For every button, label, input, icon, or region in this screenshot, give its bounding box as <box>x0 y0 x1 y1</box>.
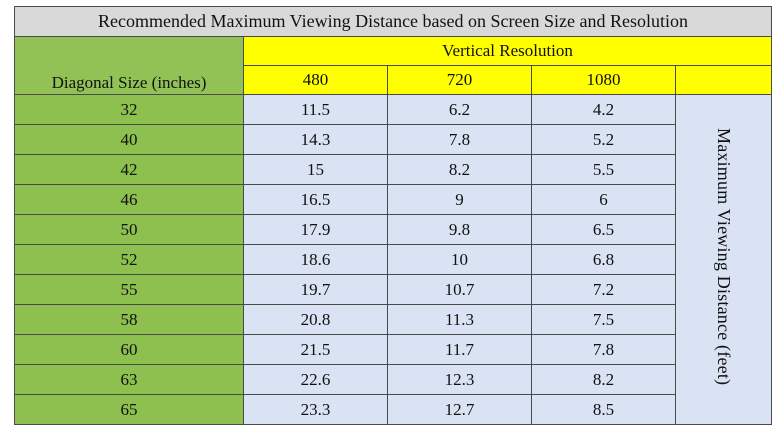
table-row: 50 17.9 9.8 6.5 <box>14 214 772 245</box>
diagonal-size-cell: 52 <box>14 244 244 275</box>
table-row: 65 23.3 12.7 8.5 <box>14 394 772 425</box>
distance-cell-720: 12.7 <box>387 394 532 425</box>
distance-cell-480: 15 <box>243 154 388 185</box>
table-row: 63 22.6 12.3 8.2 <box>14 364 772 395</box>
distance-cell-480: 22.6 <box>243 364 388 395</box>
distance-cell-1080: 6.5 <box>531 214 676 245</box>
table-body: Recommended Maximum Viewing Distance bas… <box>13 6 773 95</box>
distance-cell-720: 9.8 <box>387 214 532 245</box>
diagonal-size-cell: 42 <box>14 154 244 185</box>
distance-cell-1080: 7.2 <box>531 274 676 305</box>
table-row: 60 21.5 11.7 7.8 <box>14 334 772 365</box>
table-row: 52 18.6 10 6.8 <box>14 244 772 275</box>
distance-cell-480: 23.3 <box>243 394 388 425</box>
data-rows: 32 11.5 6.2 4.2 Maximum Viewing Distance (fe… <box>14 94 773 425</box>
column-header-spacer <box>674 65 773 95</box>
table-row: 40 14.3 7.8 5.2 <box>14 124 772 155</box>
column-header-1080: 1080 <box>531 65 676 95</box>
distance-cell-720: 6.2 <box>387 94 532 125</box>
distance-cell-1080: 6 <box>531 184 676 215</box>
distance-cell-480: 19.7 <box>243 274 388 305</box>
distance-cell-480: 20.8 <box>243 304 388 335</box>
table-row: 55 19.7 10.7 7.2 <box>14 274 772 305</box>
diagonal-size-cell: 32 <box>14 94 244 125</box>
viewing-distance-table-container: Recommended Maximum Viewing Distance bas… <box>13 6 773 425</box>
diagonal-size-cell: 40 <box>14 124 244 155</box>
side-label-cell: Maximum Viewing Distance (feet) <box>674 94 773 425</box>
header-row-columns: 480 720 1080 <box>15 65 773 95</box>
distance-cell-1080: 8.5 <box>531 394 676 425</box>
distance-cell-480: 11.5 <box>243 94 388 125</box>
title-row: Recommended Maximum Viewing Distance bas… <box>13 6 773 37</box>
distance-cell-1080: 6.8 <box>531 244 676 275</box>
distance-cell-720: 10.7 <box>387 274 532 305</box>
diagonal-size-cell: 46 <box>14 184 244 215</box>
distance-cell-1080: 7.5 <box>531 304 676 335</box>
table-title: Recommended Maximum Viewing Distance bas… <box>13 6 773 37</box>
distance-cell-480: 21.5 <box>243 334 388 365</box>
vertical-resolution-header: Vertical Resolution <box>242 36 773 66</box>
column-header-480: 480 <box>243 65 388 95</box>
distance-cell-720: 8.2 <box>387 154 532 185</box>
distance-cell-720: 11.7 <box>387 334 532 365</box>
distance-cell-1080: 5.2 <box>531 124 676 155</box>
diagonal-size-cell: 55 <box>14 274 244 305</box>
distance-cell-720: 9 <box>387 184 532 215</box>
distance-cell-1080: 5.5 <box>531 154 676 185</box>
distance-cell-1080: 7.8 <box>531 334 676 365</box>
distance-cell-720: 10 <box>387 244 532 275</box>
table-row: 58 20.8 11.3 7.5 <box>14 304 772 335</box>
max-viewing-distance-label: Maximum Viewing Distance (feet) <box>714 128 735 386</box>
table-row: 32 11.5 6.2 4.2 Maximum Viewing Distance (fe… <box>14 94 773 425</box>
diagonal-size-cell: 58 <box>14 304 244 335</box>
table-row: 42 15 8.2 5.5 <box>14 154 772 185</box>
diagonal-size-cell: 50 <box>14 214 244 245</box>
viewing-distance-table: Recommended Maximum Viewing Distance bas… <box>13 6 773 425</box>
diagonal-size-cell: 60 <box>14 334 244 365</box>
table-row: 46 16.5 9 6 <box>14 184 772 215</box>
distance-cell-480: 16.5 <box>243 184 388 215</box>
column-header-720: 720 <box>387 65 532 95</box>
distance-cell-1080: 8.2 <box>531 364 676 395</box>
distance-cell-480: 14.3 <box>243 124 388 155</box>
header-row-group: Diagonal Size (inches) Vertical Resoluti… <box>14 36 773 95</box>
diagonal-size-cell: 65 <box>14 394 244 425</box>
distance-cell-720: 7.8 <box>387 124 532 155</box>
distance-cell-720: 11.3 <box>387 304 532 335</box>
diagonal-size-header: Diagonal Size (inches) <box>14 36 244 95</box>
diagonal-size-cell: 63 <box>14 364 244 395</box>
distance-cell-1080: 4.2 <box>531 94 676 125</box>
distance-cell-720: 12.3 <box>387 364 532 395</box>
distance-cell-480: 17.9 <box>243 214 388 245</box>
distance-cell-480: 18.6 <box>243 244 388 275</box>
